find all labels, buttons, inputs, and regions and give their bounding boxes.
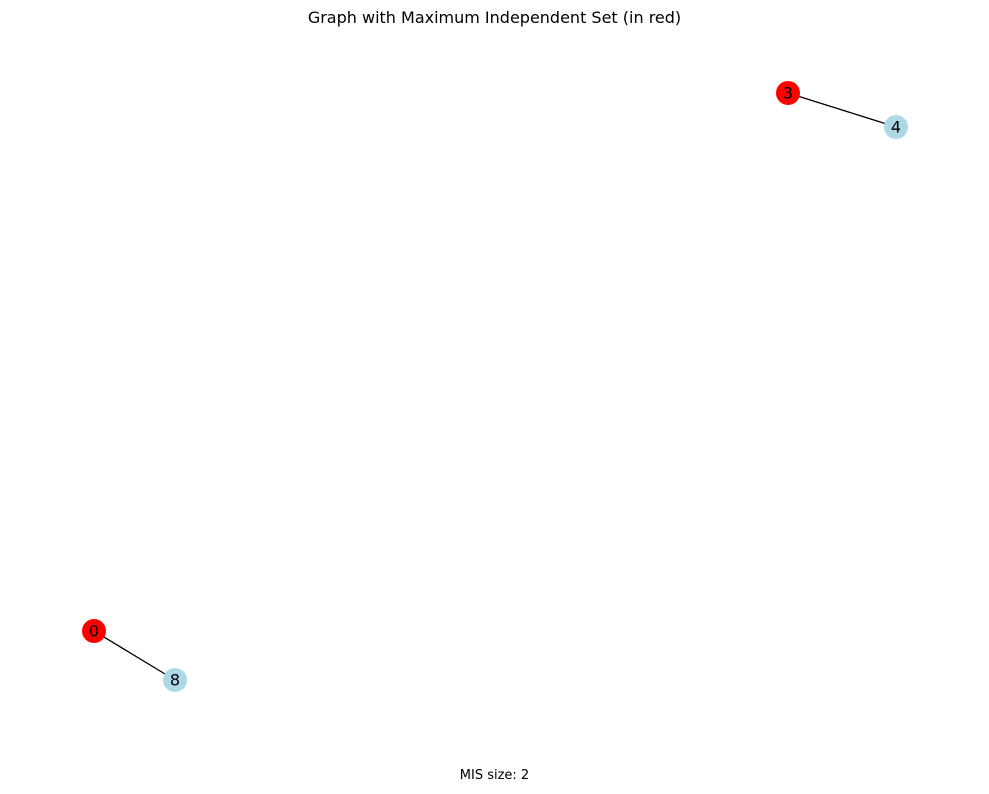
node-4: 4 — [884, 115, 908, 139]
node-label-8: 8 — [170, 671, 180, 690]
edge-3-4 — [787, 92, 897, 128]
edges-layer — [93, 92, 897, 681]
node-3: 3 — [776, 81, 800, 105]
node-label-0: 0 — [89, 622, 99, 641]
node-circle-0 — [82, 619, 106, 643]
node-circle-3 — [776, 81, 800, 105]
edge-0-8 — [93, 630, 176, 681]
node-0: 0 — [82, 619, 106, 643]
mis-size-caption: MIS size: 2 — [459, 768, 530, 783]
node-label-3: 3 — [783, 84, 793, 103]
nodes-layer: 0 8 3 4 — [82, 81, 908, 692]
node-8: 8 — [163, 668, 187, 692]
node-label-4: 4 — [891, 118, 901, 137]
chart-title: Graph with Maximum Independent Set (in r… — [307, 8, 682, 27]
node-circle-8 — [163, 668, 187, 692]
node-circle-4 — [884, 115, 908, 139]
